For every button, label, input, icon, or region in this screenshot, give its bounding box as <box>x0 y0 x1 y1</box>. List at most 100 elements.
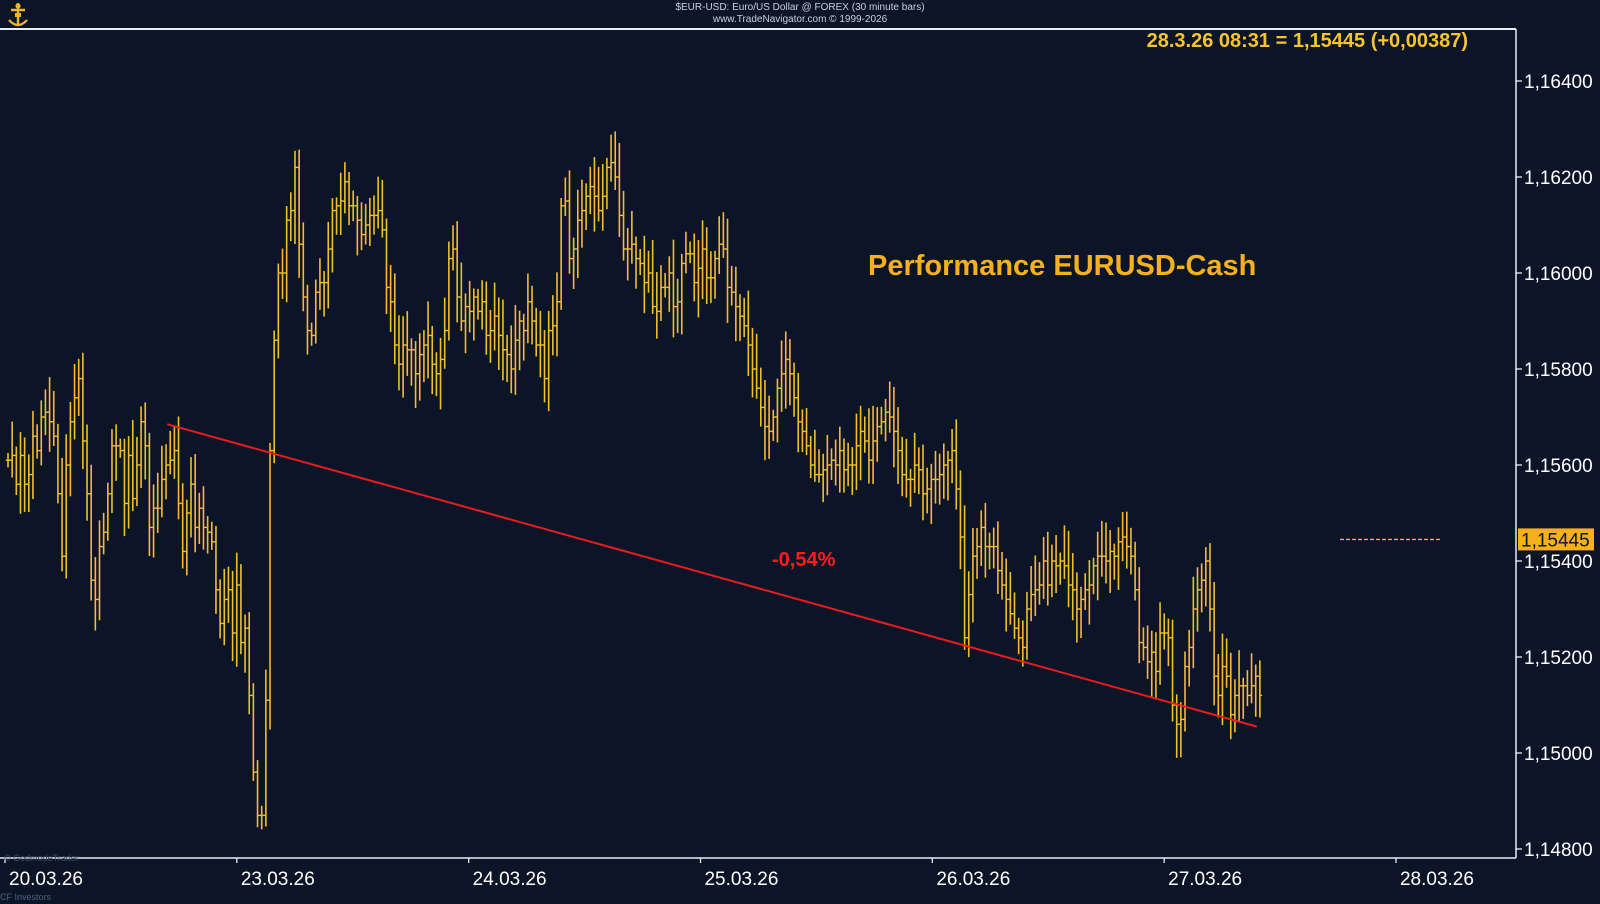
ohlc-bar <box>479 280 485 330</box>
ohlc-bar <box>1112 543 1117 580</box>
ohlc-bar <box>334 197 339 235</box>
ohlc-bar <box>26 454 31 513</box>
ohlc-bar <box>209 521 214 550</box>
ohlc-bar <box>500 299 506 381</box>
y-tick-label: 1,15200 <box>1524 648 1593 669</box>
ohlc-bar <box>51 390 56 446</box>
ohlc-bar <box>534 307 539 357</box>
ohlc-bar <box>941 443 946 499</box>
ohlc-bar <box>326 221 331 309</box>
ohlc-bar <box>1245 670 1250 707</box>
ohlc-bar <box>251 683 256 781</box>
ohlc-bar <box>1186 629 1192 687</box>
ohlc-bar <box>255 760 260 828</box>
ohlc-bar <box>912 432 917 493</box>
ohlc-bar <box>305 284 310 355</box>
ohlc-bar <box>708 251 714 304</box>
ohlc-bar <box>746 290 751 377</box>
ohlc-bar <box>604 157 610 210</box>
ohlc-bar <box>791 362 797 417</box>
ohlc-bar <box>671 239 676 338</box>
ohlc-bar <box>1003 558 1009 632</box>
chart-header-source: www.TradeNavigator.com © 1999-2026 <box>712 14 888 25</box>
ohlc-bar <box>425 301 431 379</box>
ohlc-bar <box>650 240 655 314</box>
ohlc-bar <box>301 222 306 312</box>
ohlc-bar <box>5 453 11 468</box>
ohlc-bar <box>658 265 664 321</box>
ohlc-bar <box>945 450 951 501</box>
ohlc-bar <box>1053 535 1059 594</box>
ohlc-bar <box>633 236 639 289</box>
ohlc-bar <box>467 280 472 333</box>
footer-brand: CF Investors <box>0 892 52 902</box>
ohlc-bar <box>55 423 61 504</box>
ohlc-bar <box>222 568 227 646</box>
ohlc-bar <box>542 330 547 403</box>
ohlc-bar <box>247 612 252 715</box>
ohlc-bar <box>796 373 801 453</box>
ohlc-bar <box>1236 650 1242 723</box>
ohlc-bar <box>1149 630 1154 698</box>
ohlc-bar <box>359 202 364 251</box>
chart-title: Performance EURUSD-Cash <box>868 250 1257 282</box>
ohlc-bar <box>446 241 452 341</box>
ohlc-bar <box>213 525 219 614</box>
ohlc-bar <box>118 438 123 458</box>
ohlc-bar <box>143 402 148 480</box>
ohlc-bar <box>1228 652 1233 740</box>
ohlc-bar <box>284 206 289 303</box>
ohlc-bar <box>1078 586 1084 639</box>
ohlc-bar <box>147 432 152 557</box>
ohlc-bar <box>800 409 805 452</box>
x-axis: 20.03.26 23.03.26 24.03.26 25.03.26 26.03.26… <box>4 858 1474 890</box>
ohlc-bar <box>43 389 48 436</box>
ohlc-bar <box>517 310 522 371</box>
ohlc-bar <box>870 405 876 484</box>
ohlc-bar <box>812 429 818 482</box>
ohlc-bar <box>588 166 593 215</box>
y-tick-label: 1,16200 <box>1524 168 1593 189</box>
ohlc-bar <box>438 337 443 410</box>
ohlc-bar <box>804 407 809 456</box>
ohlc-bar <box>18 432 23 514</box>
ohlc-bar <box>883 398 888 442</box>
ohlc-bar <box>596 166 601 222</box>
ohlc-bar <box>662 272 668 298</box>
ohlc-bar <box>64 434 69 579</box>
ohlc-bar <box>126 436 131 529</box>
ohlc-bar <box>717 216 722 274</box>
ohlc-bar <box>895 407 901 485</box>
ohlc-bar <box>355 195 360 256</box>
ohlc-bar <box>1153 632 1159 699</box>
y-tick-label: 1,15600 <box>1524 456 1593 477</box>
ohlc-bar <box>1087 560 1092 625</box>
y-tick-label: 1,15000 <box>1524 744 1593 765</box>
ohlc-bar <box>400 316 406 398</box>
ohlc-bar <box>600 164 605 231</box>
ohlc-bar <box>513 304 518 395</box>
ohlc-bar <box>163 444 169 500</box>
ohlc-bar <box>608 134 614 182</box>
ohlc-bar <box>725 218 730 323</box>
ohlc-bar <box>509 325 514 394</box>
ohlc-bar <box>1099 520 1105 577</box>
ohlc-bar <box>14 446 19 496</box>
ohlc-bars <box>5 131 1263 830</box>
last-quote: 28.3.26 08:31 = 1,15445 (+0,00387) <box>1146 30 1468 52</box>
ohlc-bar <box>292 150 298 245</box>
ohlc-bar <box>654 272 660 339</box>
ohlc-bar <box>908 468 913 507</box>
ohlc-bar <box>700 220 705 300</box>
ohlc-bar <box>234 552 239 667</box>
ohlc-bar <box>525 273 531 344</box>
ohlc-bar <box>155 472 160 533</box>
ohlc-bar <box>492 282 497 351</box>
ohlc-bar <box>1166 618 1171 667</box>
y-tick-label: 1,15400 <box>1524 552 1593 573</box>
ohlc-bar <box>450 225 456 271</box>
ohlc-bar <box>550 295 556 356</box>
ohlc-bar <box>330 198 335 273</box>
x-tick-label: 25.03.26 <box>704 869 778 890</box>
